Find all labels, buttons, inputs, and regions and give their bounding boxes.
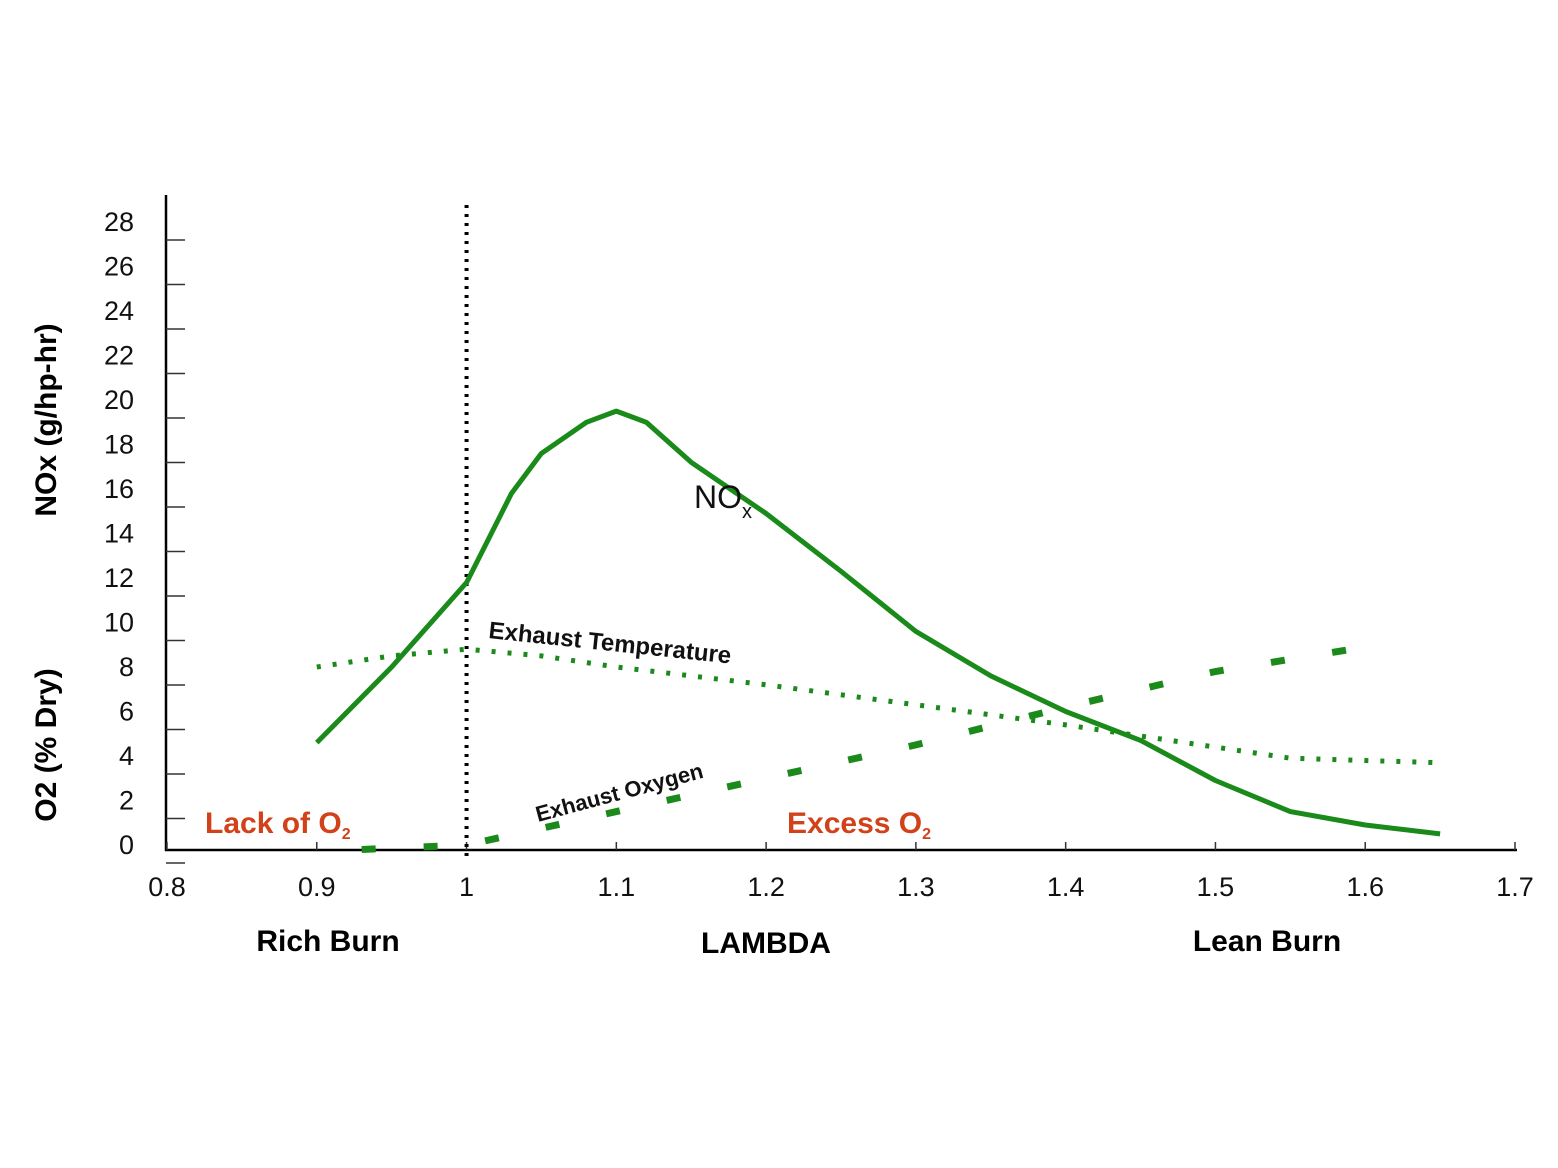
y-tick-label: 0 [119,830,134,860]
lean-burn-label: Lean Burn [1193,925,1341,958]
y-tick-label: 28 [104,207,134,237]
y-tick-label: 22 [104,341,134,371]
y-tick-label: 14 [104,519,134,549]
y-tick-label: 18 [104,430,134,460]
o2-label-text: O2 (% Dry) [30,668,63,821]
x-ticks: 0.8 0.9 1 1.1 1.2 1.3 1.4 1.5 1.6 1.7 [148,842,1534,902]
x-tick-label: 1.1 [598,872,636,902]
y-tick-label: 12 [104,563,134,593]
x-tick-label: 1.6 [1346,872,1384,902]
exhaust-oxygen-label: Exhaust Oxygen [533,758,706,827]
x-tick-label: 1.2 [747,872,785,902]
y-tick-label: 6 [119,697,134,727]
exhaust-oxygen-series-line [361,643,1366,853]
y-tick-label: 16 [104,474,134,504]
y-axis-label-nox: NOx (g/hp-hr) [30,323,63,516]
x-tick-label: 1 [459,872,474,902]
exhaust-temperature-label: Exhaust Temperature [487,617,732,669]
y-tick-label: 4 [119,741,134,771]
series-group [315,408,1441,853]
axes [164,195,1517,852]
nox-label-text: NOx (g/hp-hr) [30,323,63,516]
x-tick-label: 1.7 [1496,872,1534,902]
x-tick-label: 0.9 [298,872,336,902]
x-tick-label: 0.8 [148,872,186,902]
exhaust-temperature-series-line [316,646,1441,766]
lack-of-o2-label: Lack of O2 [205,807,351,843]
y-tick-label: 20 [104,385,134,415]
x-tick-label: 1.3 [897,872,935,902]
y-tick-label: 8 [119,652,134,682]
y-axis-label-o2: O2 (% Dry) [30,668,63,821]
rich-burn-label: Rich Burn [256,925,399,958]
y-tick-label: 10 [104,608,134,638]
x-axis-title: LAMBDA [701,927,831,960]
y-tick-label: 24 [104,296,134,326]
x-tick-label: 1.4 [1047,872,1085,902]
y-axis-title: O2 (% Dry) NOx (g/hp-hr) [30,323,63,821]
y-tick-label: 2 [119,786,134,816]
nox-series-label: NOx [694,479,752,523]
x-tick-label: 1.5 [1197,872,1235,902]
nox-series-line [315,408,1441,837]
y-tick-label: 26 [104,252,134,282]
excess-o2-label: Excess O2 [787,807,931,843]
